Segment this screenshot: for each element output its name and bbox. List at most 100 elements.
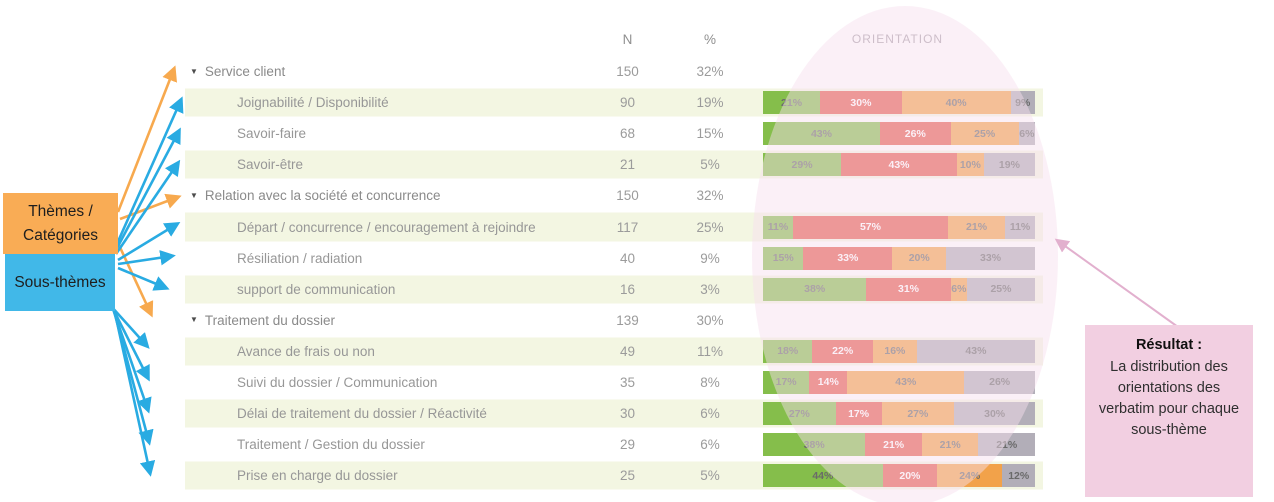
- bar-segment-red: 43%: [841, 153, 957, 177]
- collapse-triangle-icon[interactable]: ▼: [190, 66, 198, 76]
- bar-segment-green: 44%: [763, 464, 883, 488]
- bar-segment-gray: 43%: [916, 339, 1035, 363]
- collapse-triangle-icon[interactable]: ▼: [190, 315, 198, 325]
- table-row: ▼ Service client 150 32%: [185, 56, 1043, 87]
- row-label-text: Avance de frais ou non: [237, 343, 375, 359]
- bar-segment-orange: 16%: [872, 339, 917, 363]
- verbatim-table: N % ORIENTATION ▼ Service client 150 32% Joi…: [185, 22, 1043, 492]
- row-label-text: Savoir-être: [237, 157, 304, 173]
- bar-segment-orange: 10%: [956, 153, 984, 177]
- result-body: La distribution des orientations des ver…: [1098, 359, 1240, 439]
- n-value: 150: [616, 188, 639, 204]
- orientation-bar: 18% 22% 16% 43%: [763, 339, 1035, 363]
- n-value: 29: [619, 437, 636, 453]
- bar-segment-red: 33%: [803, 246, 893, 270]
- arrow-sub-joignabilite: [114, 96, 184, 247]
- orientation-bar: 21% 30% 40% 9%: [763, 91, 1035, 115]
- arrow-sub-gestion: [112, 310, 154, 446]
- pct-value: 25%: [696, 219, 724, 235]
- table-row: Suivi du dossier / Communication 35 8% 17% 1…: [185, 367, 1043, 398]
- pct-value: 9%: [700, 250, 720, 266]
- pct-value: 15%: [696, 126, 724, 142]
- orientation-bar: 15% 33% 20% 33%: [763, 246, 1035, 270]
- pct-value: 32%: [696, 64, 724, 80]
- row-label-text: Joignabilité / Disponibilité: [237, 95, 389, 111]
- bar-segment-green: 43%: [763, 122, 880, 146]
- pct-value: 6%: [700, 406, 720, 422]
- bar-segment-green: 29%: [763, 153, 842, 177]
- arrow-sub-prise-en-charge: [113, 312, 156, 477]
- arrow-sub-delai: [111, 308, 152, 414]
- arrow-theme-traitement: [116, 242, 154, 318]
- subtheme-label: Traitement / Gestion du dossier: [185, 437, 595, 452]
- bar-segment-gray: 21%: [978, 433, 1035, 457]
- subtheme-label: Suivi du dossier / Communication: [185, 375, 595, 390]
- n-value: 150: [616, 64, 639, 80]
- pct-value: 6%: [700, 437, 720, 453]
- table-row: Savoir-faire 68 15% 43% 26% 25% 6%: [185, 118, 1043, 149]
- result-title: Résultat :: [1135, 337, 1203, 353]
- bar-segment-gray: 33%: [946, 246, 1035, 270]
- n-value: 117: [616, 219, 639, 235]
- bar-segment-gray: 26%: [964, 370, 1035, 394]
- n-value: 139: [616, 312, 639, 328]
- subtheme-label: Joignabilité / Disponibilité: [185, 95, 595, 110]
- table-row: support de communication 16 3% 38% 31% 6% 25%: [185, 273, 1043, 305]
- bar-segment-green: 11%: [763, 215, 793, 239]
- n-value: 40: [619, 250, 636, 266]
- n-value: 35: [619, 374, 636, 390]
- themes-callout: Thèmes / Catégories: [3, 193, 118, 254]
- bar-segment-green: 15%: [763, 246, 804, 270]
- row-label-text: Service client: [204, 64, 286, 80]
- bar-segment-green: 38%: [763, 433, 866, 457]
- subtheme-label: Prise en charge du dossier: [185, 468, 595, 483]
- n-value: 21: [619, 157, 636, 173]
- bar-segment-orange: 43%: [847, 370, 965, 394]
- row-label-text: Départ / concurrence / encouragement à r…: [237, 219, 536, 235]
- pct-value: 3%: [700, 281, 720, 297]
- collapse-triangle-icon[interactable]: ▼: [190, 190, 198, 200]
- bar-segment-red: 20%: [882, 464, 938, 488]
- bar-segment-orange: 24%: [937, 464, 1003, 488]
- pct-value: 32%: [696, 188, 724, 204]
- col-header-pct: %: [703, 31, 716, 47]
- pct-value: 5%: [700, 157, 720, 173]
- table-row: Délai de traitement du dossier / Réactiv…: [185, 398, 1043, 430]
- bar-segment-orange: 21%: [921, 433, 979, 457]
- bar-segment-green: 18%: [763, 339, 813, 363]
- n-value: 68: [619, 126, 636, 142]
- bar-segment-orange: 27%: [881, 402, 955, 426]
- pct-value: 19%: [696, 95, 724, 111]
- arrow-sub-savoir-faire: [114, 127, 181, 251]
- col-header-n: N: [622, 31, 633, 47]
- pct-value: 8%: [700, 374, 720, 390]
- table-row: Traitement / Gestion du dossier 29 6% 38% 21…: [185, 429, 1043, 460]
- pct-value: 11%: [696, 343, 724, 359]
- n-value: 30: [619, 406, 636, 422]
- bar-segment-red: 17%: [835, 402, 882, 426]
- subtheme-label: Savoir-être: [185, 157, 595, 172]
- bar-segment-gray: 19%: [983, 153, 1035, 177]
- arrow-sub-suivi: [110, 306, 150, 382]
- result-callout: Résultat : La distribution des orientati…: [1085, 325, 1253, 497]
- result-arrow: [1054, 238, 1179, 328]
- subtheme-label: Départ / concurrence / encouragement à r…: [185, 220, 595, 235]
- row-label-text: Délai de traitement du dossier / Réactiv…: [237, 406, 487, 422]
- arrow-sub-savoir-etre: [114, 159, 181, 255]
- table-row: Prise en charge du dossier 25 5% 44% 20% 24% 1…: [185, 460, 1043, 492]
- bar-segment-gray: 6%: [1018, 122, 1035, 146]
- arrow-sub-avance: [109, 304, 150, 349]
- table-header: N % ORIENTATION: [185, 22, 1043, 56]
- orientation-bar: 27% 17% 27% 30%: [763, 402, 1036, 426]
- bar-segment-gray: 25%: [966, 277, 1035, 301]
- subthemes-callout-label: Sous-thèmes: [14, 273, 106, 291]
- bar-segment-red: 30%: [820, 91, 902, 115]
- themes-callout-label: Thèmes / Catégories: [23, 203, 98, 244]
- row-label-text: Relation avec la société et concurrence: [204, 188, 441, 204]
- bar-segment-red: 14%: [809, 370, 848, 394]
- bar-segment-green: 17%: [763, 370, 810, 394]
- bar-segment-red: 26%: [879, 122, 951, 146]
- orientation-bar: 38% 21% 21% 21%: [763, 433, 1035, 457]
- table-row: Avance de frais ou non 49 11% 18% 22% 16% 43%: [185, 335, 1043, 367]
